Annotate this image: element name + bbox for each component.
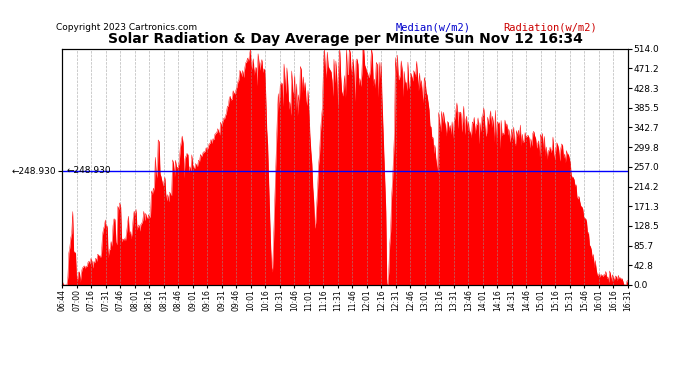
Text: Radiation(w/m2): Radiation(w/m2) [504,22,597,32]
Text: ←248.930: ←248.930 [66,166,111,175]
Text: Median(w/m2): Median(w/m2) [396,22,471,32]
Text: Copyright 2023 Cartronics.com: Copyright 2023 Cartronics.com [57,23,197,32]
Title: Solar Radiation & Day Average per Minute Sun Nov 12 16:34: Solar Radiation & Day Average per Minute… [108,32,582,46]
